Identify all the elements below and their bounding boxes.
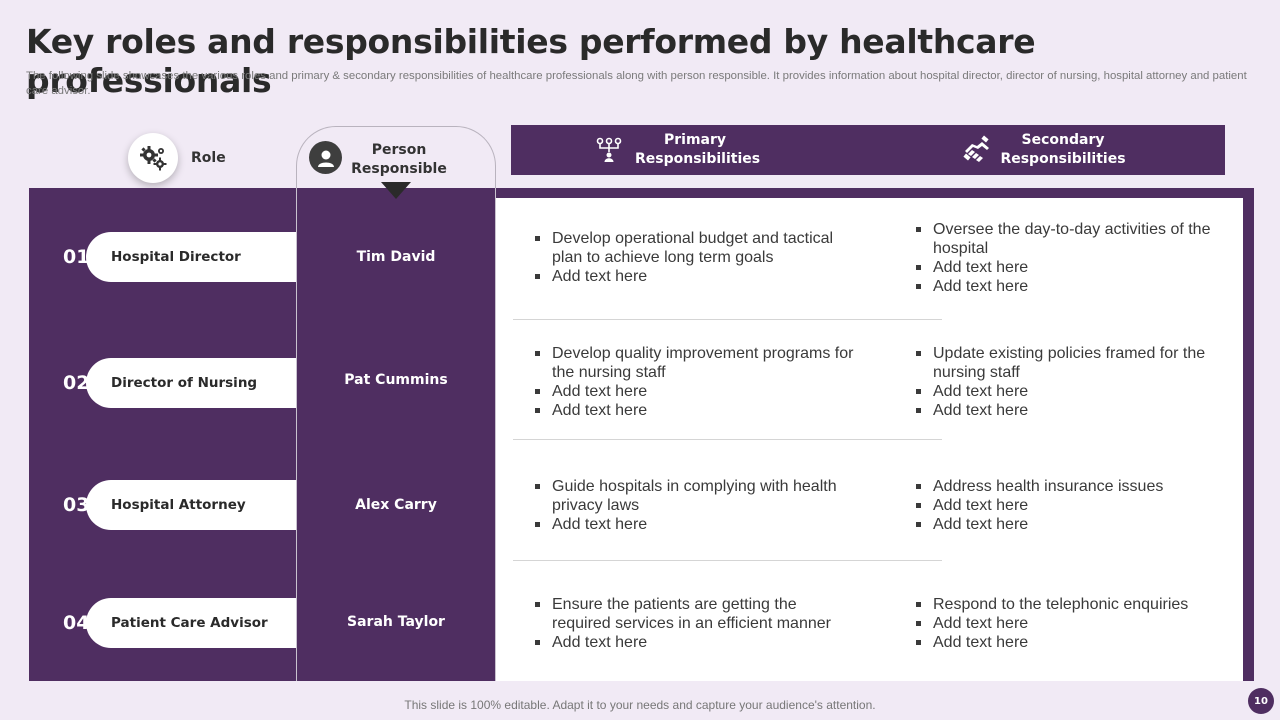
- role-number: 02: [63, 372, 90, 394]
- list-item: Add text here: [534, 267, 854, 286]
- list-item: Respond to the telephonic enquiries: [915, 595, 1225, 614]
- secondary-list-1: Oversee the day-to-day activities of the…: [915, 220, 1225, 296]
- list-item: Address health insurance issues: [915, 477, 1225, 496]
- person-name: Pat Cummins: [344, 372, 448, 388]
- primary-header: Primary Responsibilities: [595, 125, 761, 175]
- handshake-icon: [963, 135, 989, 162]
- list-item: Add text here: [915, 401, 1225, 420]
- list-item: Update existing policies framed for the …: [915, 344, 1225, 382]
- role-number: 04: [63, 612, 90, 634]
- person-header-label: Person Responsible: [351, 142, 447, 177]
- list-item: Add text here: [534, 382, 854, 401]
- person-name: Tim David: [356, 249, 436, 265]
- list-item: Oversee the day-to-day activities of the…: [915, 220, 1225, 258]
- list-item: Add text here: [534, 633, 854, 652]
- primary-header-label: Primary Responsibilities: [635, 132, 761, 167]
- list-item: Develop operational budget and tactical …: [534, 229, 854, 267]
- person-name: Sarah Taylor: [347, 614, 445, 630]
- role-row-3: 03 Hospital Attorney: [29, 480, 296, 530]
- responsibilities-header: Primary Responsibilities Secondary Respo…: [511, 125, 1225, 175]
- role-title: Director of Nursing: [86, 358, 296, 408]
- list-item: Add text here: [915, 633, 1225, 652]
- role-header: Role: [128, 133, 226, 183]
- row-divider: [513, 439, 942, 440]
- primary-list-4: Ensure the patients are getting the requ…: [534, 595, 854, 652]
- list-item: Add text here: [915, 382, 1225, 401]
- role-number: 01: [63, 246, 90, 268]
- role-title: Hospital Attorney: [86, 480, 296, 530]
- row-divider: [513, 560, 942, 561]
- list-item: Add text here: [915, 515, 1225, 534]
- primary-list-1: Develop operational budget and tactical …: [534, 229, 854, 286]
- slide-title: Key roles and responsibilities performed…: [26, 22, 1036, 100]
- row-divider: [513, 319, 942, 320]
- list-item: Add text here: [915, 614, 1225, 633]
- role-row-1: 01 Hospital Director: [29, 232, 296, 282]
- page-number-badge: 10: [1248, 688, 1274, 714]
- list-item: Add text here: [534, 401, 854, 420]
- role-title: Hospital Director: [86, 232, 296, 282]
- hierarchy-icon: [596, 137, 622, 162]
- primary-list-3: Guide hospitals in complying with health…: [534, 477, 854, 534]
- list-item: Add text here: [534, 515, 854, 534]
- role-header-label: Role: [191, 150, 226, 166]
- secondary-header-label: Secondary Responsibilities: [1000, 132, 1126, 167]
- person-column: [296, 188, 496, 681]
- role-title: Patient Care Advisor: [86, 598, 296, 648]
- role-row-2: 02 Director of Nursing: [29, 358, 296, 408]
- list-item: Add text here: [915, 258, 1225, 277]
- secondary-list-3: Address health insurance issues Add text…: [915, 477, 1225, 534]
- role-number: 03: [63, 494, 90, 516]
- user-avatar-icon: [309, 141, 342, 174]
- primary-list-2: Develop quality improvement programs for…: [534, 344, 854, 420]
- person-pointer-arrow: [381, 182, 411, 199]
- role-icon-circle: [128, 133, 178, 183]
- list-item: Develop quality improvement programs for…: [534, 344, 854, 382]
- secondary-header: Secondary Responsibilities: [962, 125, 1128, 175]
- person-name: Alex Carry: [355, 497, 437, 513]
- list-item: Add text here: [915, 277, 1225, 296]
- gears-icon: [140, 146, 167, 171]
- slide-subtitle: The following slide showcases the variou…: [26, 70, 1247, 97]
- role-row-4: 04 Patient Care Advisor: [29, 598, 296, 648]
- secondary-list-4: Respond to the telephonic enquiries Add …: [915, 595, 1225, 652]
- slide-footer: This slide is 100% editable. Adapt it to…: [404, 698, 876, 712]
- list-item: Ensure the patients are getting the requ…: [534, 595, 854, 633]
- list-item: Add text here: [915, 496, 1225, 515]
- secondary-list-2: Update existing policies framed for the …: [915, 344, 1225, 420]
- list-item: Guide hospitals in complying with health…: [534, 477, 854, 515]
